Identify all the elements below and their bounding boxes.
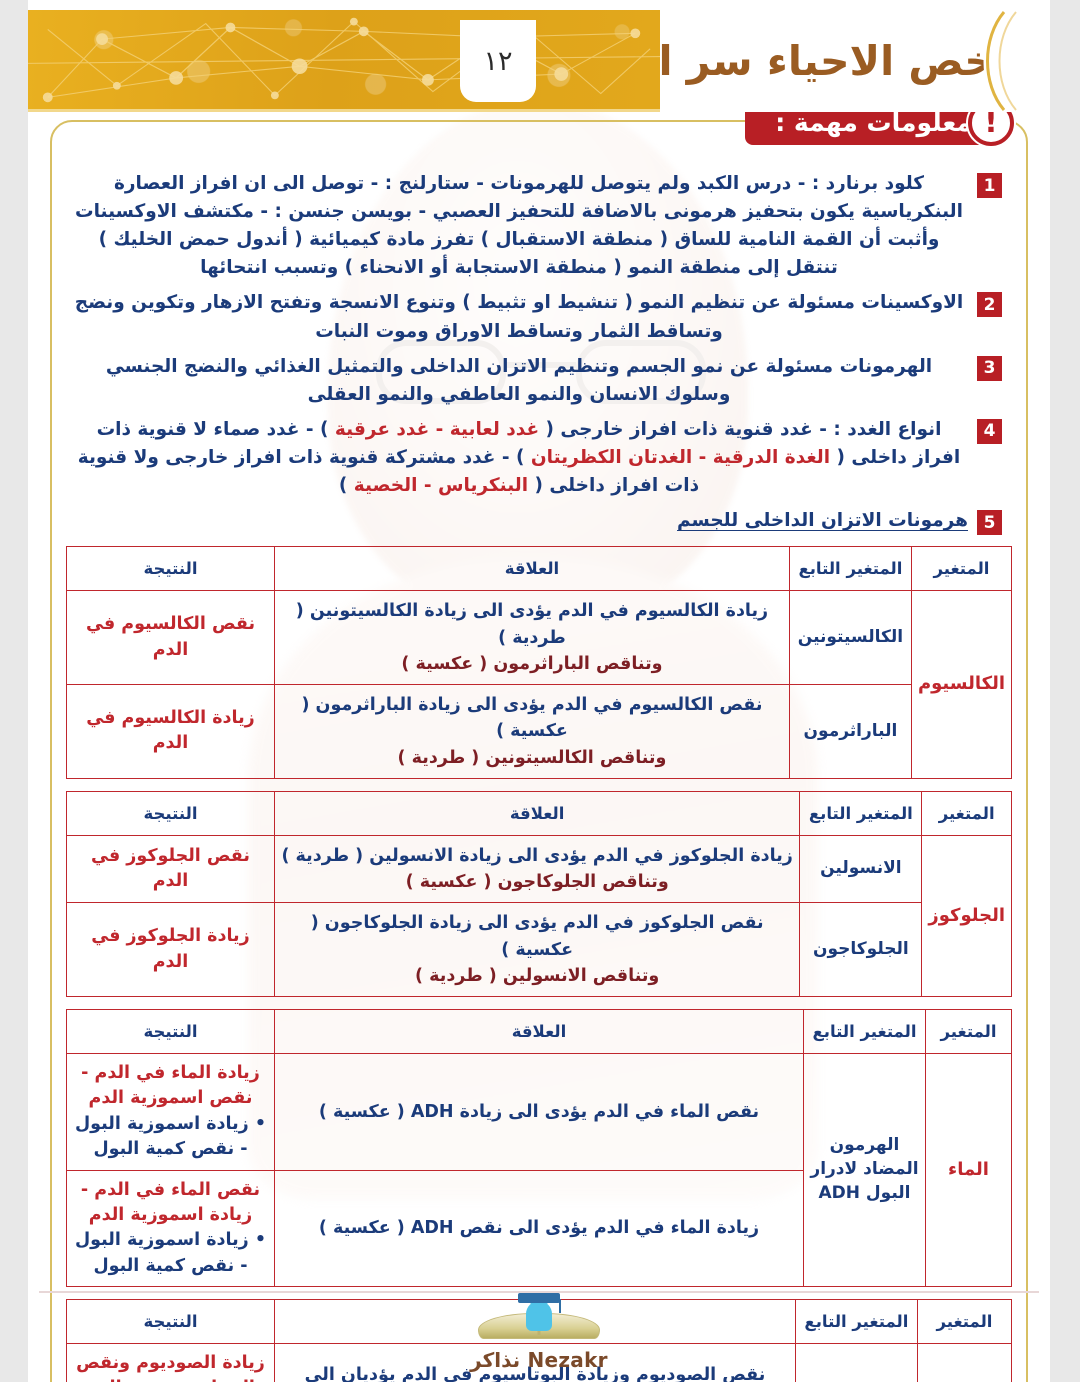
hormone-table: المتغير المتغير التابع العلاقة النتيجة الماء… [66,1009,1012,1288]
relationship-cell: زيادة الماء في الدم يؤدى الى نقص ADH ( ع… [274,1169,804,1288]
note-item: 3 الهرمونات مسئولة عن نمو الجسم وتنظيم ال… [70,353,1002,409]
table-row: الجلوكاجون نقص الجلوكوز في الدم يؤدى الى … [66,902,1012,998]
dependent-variable-cell: الدوستيرون [794,1343,918,1382]
notes-list: 1 كلود برنارد : - درس الكبد ولم يتوصل لله… [66,138,1012,546]
brand-name: Nezakr نذاكر [470,1348,608,1372]
column-header-dependent: المتغير التابع [799,790,923,836]
result-cell: نقص الجلوكوز في الدم [66,834,275,904]
content-frame: ! معلومات مهمة : 1 كلود برنارد : - درس ال… [50,100,1028,1382]
note-number-badge: 4 [977,418,1002,444]
page-footer: Nezakr نذاكر [28,1291,1050,1372]
result-cell: نقص الكالسيوم في الدم [66,590,275,686]
note-item: 1 كلود برنارد : - درس الكبد ولم يتوصل لله… [70,170,1002,282]
variable-cell: الماء [925,1053,1012,1288]
dependent-variable-cell: الهرمون المضاد لادرار البول ADH [803,1053,926,1288]
hormone-tables: المتغير المتغير التابع العلاقة النتيجة الكال… [66,546,1013,1382]
relationship-cell: نقص الصوديوم وزيادة البوتاسيوم في الدم ي… [274,1343,796,1382]
note-number-badge: 3 [977,355,1002,381]
table-row: زيادة الماء في الدم يؤدى الى نقص ADH ( ع… [66,1169,1012,1288]
note-number-badge: 2 [977,292,1002,318]
column-header-result: النتيجة [66,790,275,836]
page-number-badge: ١٢ [460,20,536,102]
column-header-relationship: العلاقة [274,1009,804,1055]
result-cell: زيادة الماء في الدم - نقص اسموزية الدم • … [66,1053,275,1171]
hormone-table: المتغير المتغير التابع العلاقة النتيجة الكال… [66,546,1013,779]
page-header: ملخص الاحياء سر الحياة [28,10,1050,112]
column-header-dependent: المتغير التابع [788,546,912,592]
note-text: الاوكسينات مسئولة عن تنظيم النمو ( تنشيط… [74,292,964,342]
note-item: 2 الاوكسينات مسئولة عن تنظيم النمو ( تنشي… [70,289,1002,345]
column-header-dependent: المتغير التابع [794,1299,918,1345]
dependent-variable-cell: الانسولين [799,834,923,904]
note-text: انواع الغدد : - غدد قنوية ذات افراز خارج… [77,418,961,497]
column-header-result: النتيجة [66,546,275,592]
relationship-cell: زيادة الجلوكوز في الدم يؤدى الى زيادة ال… [273,834,801,904]
note-text: هرمونات الاتزان الداخلى للجسم [677,510,968,532]
column-header-variable: المتغير [925,1009,1012,1055]
table-row: الكالسيوم الكالسيتونين زيادة الكالسيوم في … [66,590,1013,779]
variable-cell: الكالسيوم [910,590,1013,779]
dependent-variable-cell: الباراثرمون [788,684,912,779]
relationship-cell: نقص الماء في الدم يؤدى الى زيادة ADH ( ع… [274,1053,804,1171]
document-page: ملخص الاحياء سر الحياة [28,0,1050,1382]
table-row: الماء الهرمون المضاد لادرار البول ADH نقص … [66,1053,1012,1288]
result-cell: زيادة الصوديوم ونقص البوتاسيوم في الدمنق… [66,1343,275,1382]
column-header-relationship: العلاقة [274,546,790,592]
table-row: صوديوم بوتاسيومالدوستيروننقص الصوديوم وز… [66,1343,1013,1382]
dependent-variable-cell: الجلوكاجون [799,902,923,998]
header-curve-decoration [983,10,1050,112]
column-header-dependent: المتغير التابع [803,1009,926,1055]
column-header-result: النتيجة [66,1009,275,1055]
variable-cell: صوديوم بوتاسيوم [916,1343,1013,1382]
note-item: 5 هرمونات الاتزان الداخلى للجسم [70,507,1002,536]
note-text: كلود برنارد : - درس الكبد ولم يتوصل للهر… [75,173,963,279]
result-cell: نقص الماء في الدم - زيادة اسموزية الدم • … [66,1169,275,1288]
note-item: 4 انواع الغدد : - غدد قنوية ذات افراز خار… [70,416,1002,500]
relationship-cell: نقص الكالسيوم في الدم يؤدى الى زيادة الب… [274,684,790,779]
footer-divider [39,1291,1039,1293]
header-decorative-band [28,10,660,112]
result-cell: زيادة الكالسيوم في الدم [66,684,275,779]
relationship-cell: نقص الجلوكوز في الدم يؤدى الى زيادة الجل… [273,902,801,998]
column-header-variable: المتغير [916,1299,1013,1345]
column-header-variable: المتغير [921,790,1012,836]
page-number: ١٢ [483,45,513,77]
column-header-result: النتيجة [66,1299,275,1345]
network-pattern-icon [28,17,660,103]
note-number-badge: 1 [977,173,1002,198]
dependent-variable-cell: الكالسيتونين [788,590,912,686]
note-text: الهرمونات مسئولة عن نمو الجسم وتنظيم الا… [105,355,933,405]
column-header-variable: المتغير [910,546,1013,592]
variable-cell: الجلوكوز [921,834,1012,998]
column-header-relationship: العلاقة [273,790,801,836]
table-row: الباراثرمون نقص الكالسيوم في الدم يؤدى ال… [66,684,1012,779]
table-row: الجلوكوز الانسولين زيادة الجلوكوز في الدم … [66,834,1012,998]
result-cell: زيادة الجلوكوز في الدم [66,902,275,998]
relationship-cell: زيادة الكالسيوم في الدم يؤدى الى زيادة ا… [274,590,790,686]
note-number-badge: 5 [977,510,1002,536]
graduation-book-logo-icon [478,1293,600,1347]
hormone-table: المتغير المتغير التابع العلاقة النتيجة الجلو… [66,790,1012,998]
